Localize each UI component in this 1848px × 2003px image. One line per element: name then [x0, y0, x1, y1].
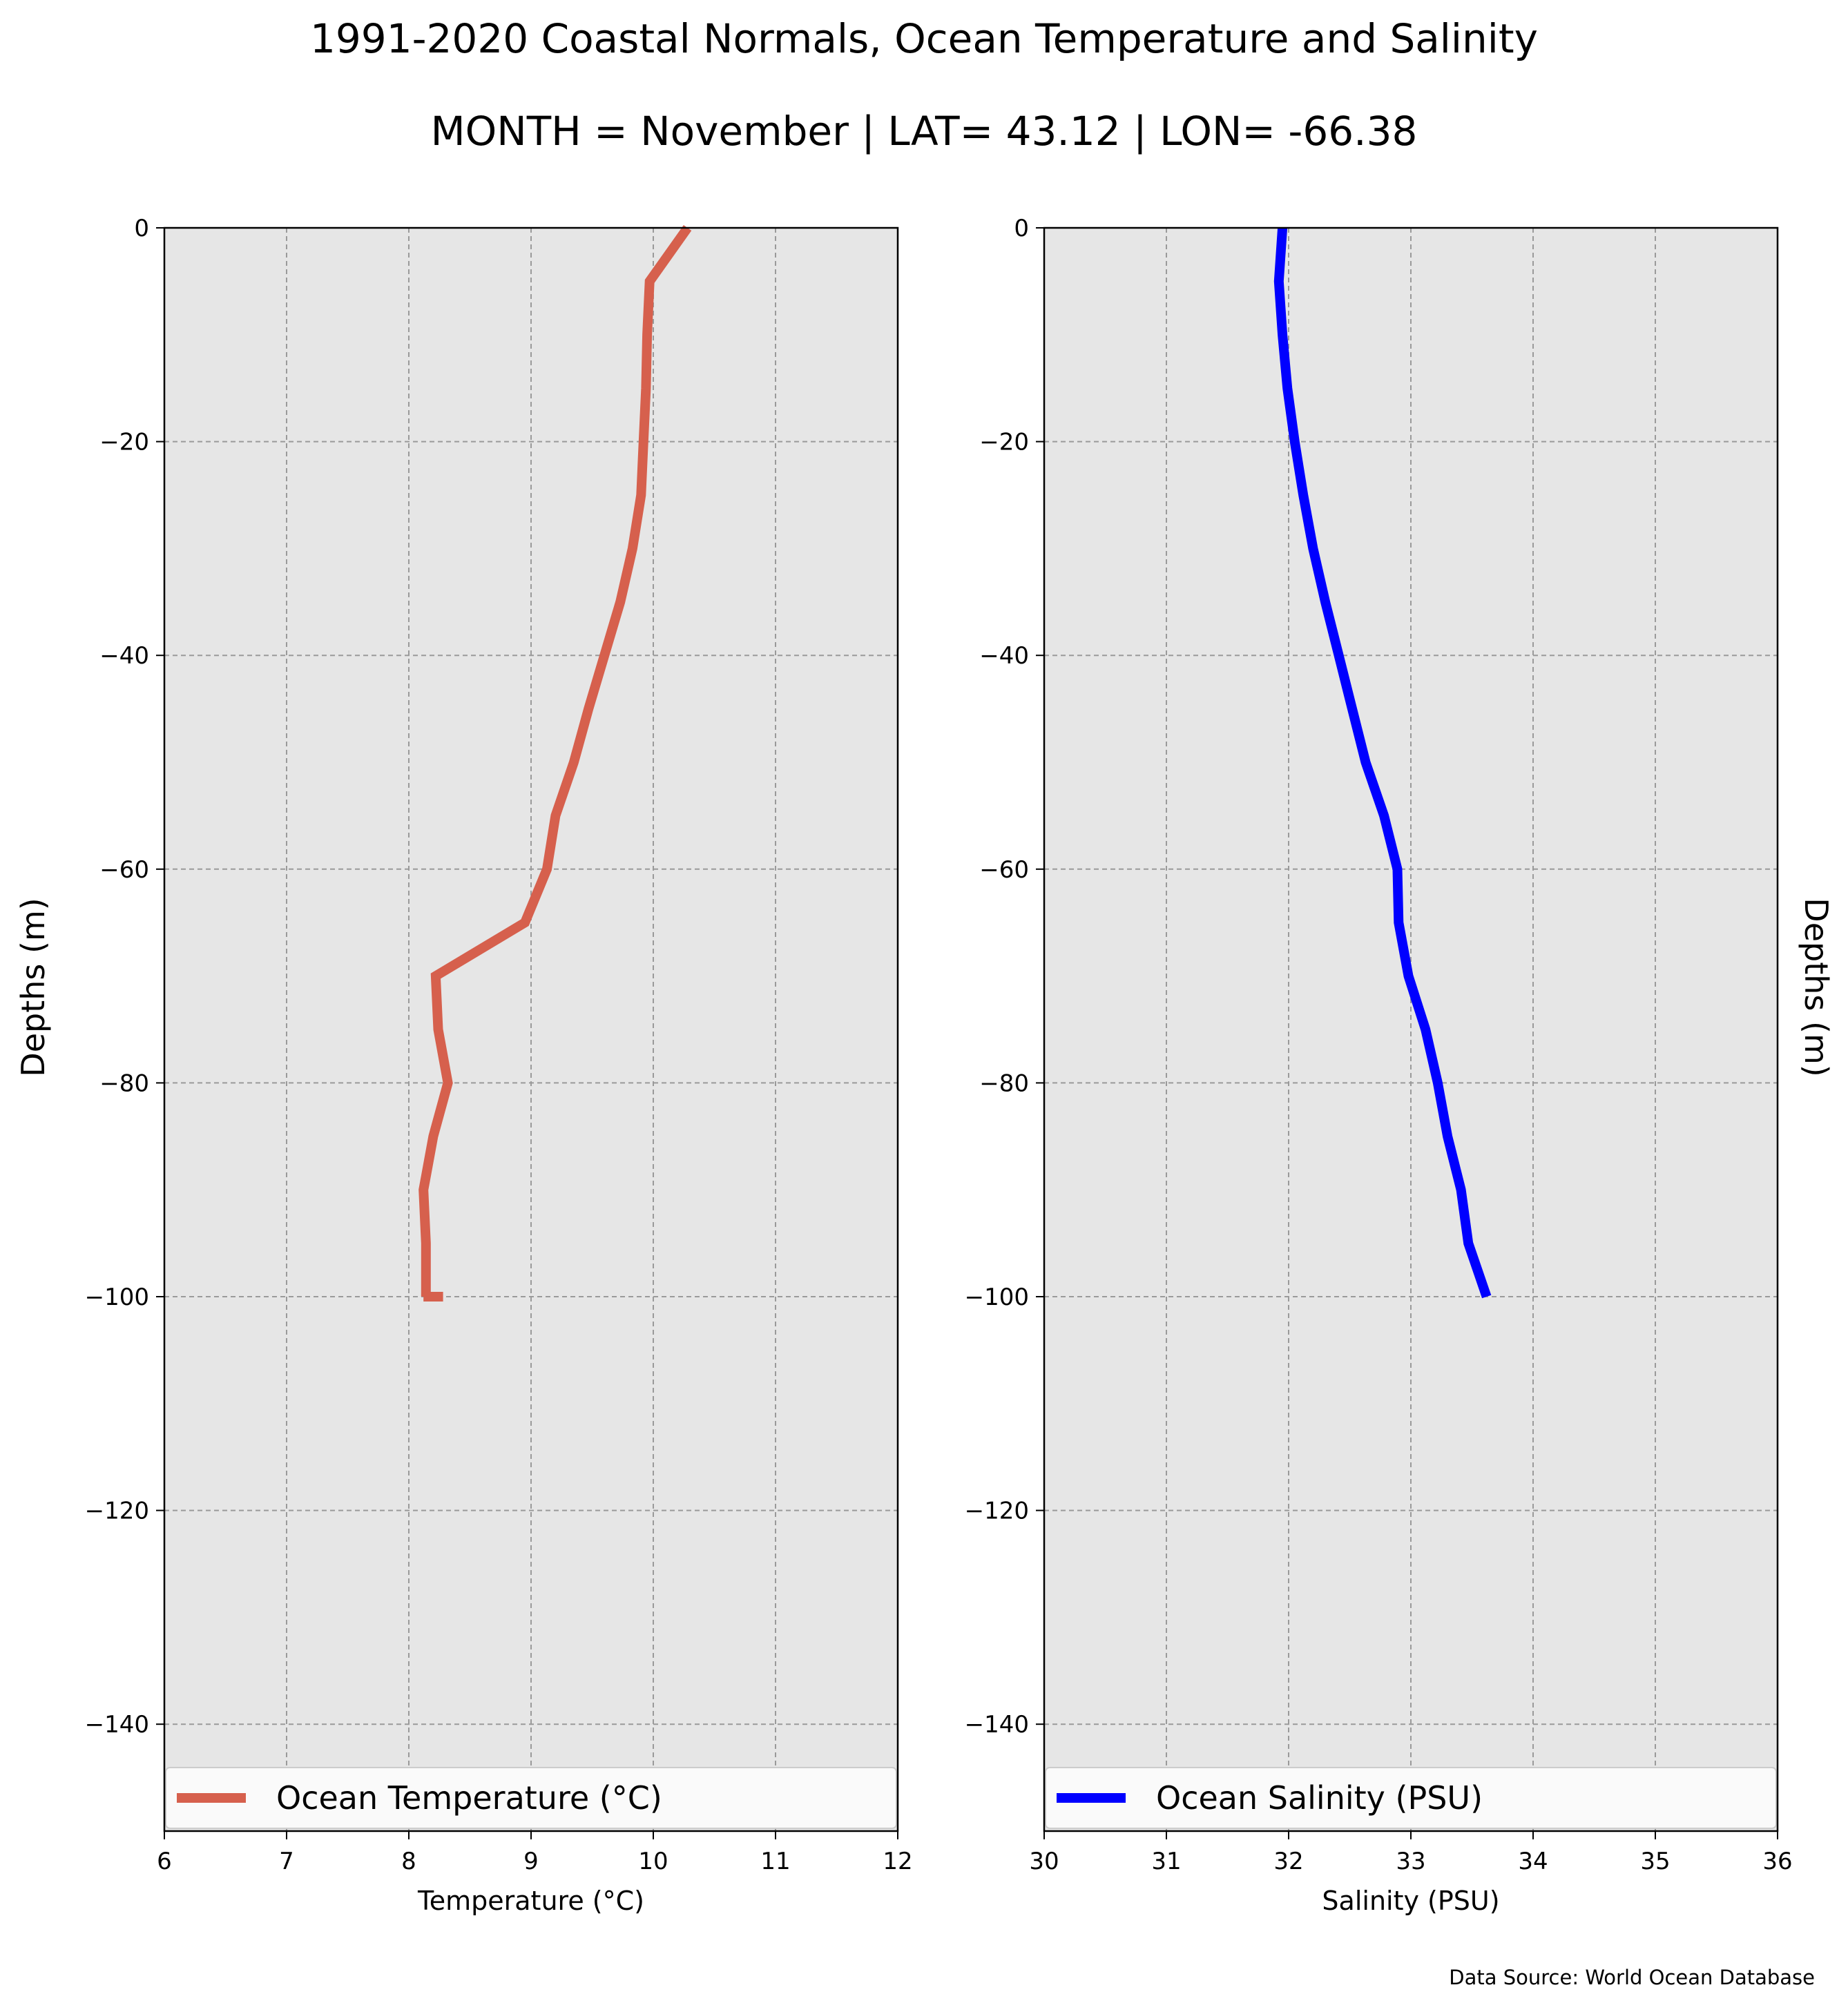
salinity-legend-label: Ocean Salinity (PSU)	[1156, 1779, 1483, 1817]
temperature-y-tick-label: −140	[85, 1711, 149, 1739]
temperature-y-tick-label: −120	[85, 1498, 149, 1525]
temperature-legend-label: Ocean Temperature (°C)	[276, 1779, 662, 1817]
temperature-y-tick-label: −60	[99, 856, 149, 884]
chart-subtitle: MONTH = November | LAT= 43.12 | LON= -66…	[431, 108, 1418, 155]
temperature-series-line	[418, 224, 692, 1302]
temperature-x-tick-label: 7	[279, 1848, 294, 1875]
temperature-panel: 6 7 8 9 10 11 12 0 −20 −40 −60 −80 −100 −120 −140 Ocean…	[85, 215, 913, 1916]
salinity-y-tick-label: −80	[979, 1070, 1029, 1097]
right-y-axis-title: Depths (m)	[1798, 898, 1835, 1076]
salinity-series-line	[1273, 227, 1492, 1299]
salinity-y-tick-label: −20	[979, 429, 1029, 456]
salinity-x-tick-label: 36	[1762, 1848, 1792, 1875]
salinity-axes-frame	[1043, 226, 1779, 1832]
temperature-y-tick-label: −40	[99, 642, 149, 670]
salinity-legend-box	[1045, 1767, 1777, 1829]
temperature-x-tick-label: 8	[401, 1848, 416, 1875]
temperature-y-tick-label: −20	[99, 429, 149, 456]
chart-title: 1991-2020 Coastal Normals, Ocean Tempera…	[310, 15, 1538, 62]
salinity-x-tick-label: 32	[1273, 1848, 1303, 1875]
temperature-axes-frame	[163, 226, 899, 1832]
temperature-legend-box	[165, 1767, 897, 1829]
temperature-y-tick-label: −80	[99, 1070, 149, 1097]
salinity-x-tick-label: 35	[1640, 1848, 1670, 1875]
salinity-legend: Ocean Salinity (PSU)	[1045, 1767, 1777, 1829]
salinity-y-tick-label: −120	[965, 1498, 1029, 1525]
temperature-x-tick-label: 6	[157, 1848, 172, 1875]
salinity-y-tick-label: 0	[1014, 215, 1029, 242]
salinity-panel: 30 31 32 33 34 35 36 0 −20 −40 −60 −80 −100 −120 −140 O…	[965, 215, 1793, 1916]
temperature-y-tick-label: −100	[85, 1284, 149, 1311]
temperature-legend: Ocean Temperature (°C)	[165, 1767, 897, 1829]
temperature-x-tick-label: 10	[638, 1848, 668, 1875]
temperature-y-tick-label: 0	[134, 215, 149, 242]
salinity-x-tick-label: 34	[1518, 1848, 1548, 1875]
salinity-y-tick-label: −100	[965, 1284, 1029, 1311]
salinity-x-tick-label: 31	[1151, 1848, 1181, 1875]
salinity-x-axis-title: Salinity (PSU)	[1322, 1886, 1499, 1916]
temperature-x-tick-label: 9	[523, 1848, 539, 1875]
salinity-x-tick-label: 30	[1029, 1848, 1059, 1875]
data-source-note: Data Source: World Ocean Database	[1449, 1966, 1815, 1989]
temperature-x-tick-label: 12	[883, 1848, 912, 1875]
salinity-x-tick-label: 33	[1396, 1848, 1425, 1875]
salinity-y-tick-label: −60	[979, 856, 1029, 884]
temperature-x-tick-label: 11	[760, 1848, 790, 1875]
temperature-x-axis-title: Temperature (°C)	[417, 1886, 644, 1916]
salinity-y-tick-label: −140	[965, 1711, 1029, 1739]
left-y-axis-title: Depths (m)	[15, 898, 52, 1076]
salinity-y-tick-label: −40	[979, 642, 1029, 670]
